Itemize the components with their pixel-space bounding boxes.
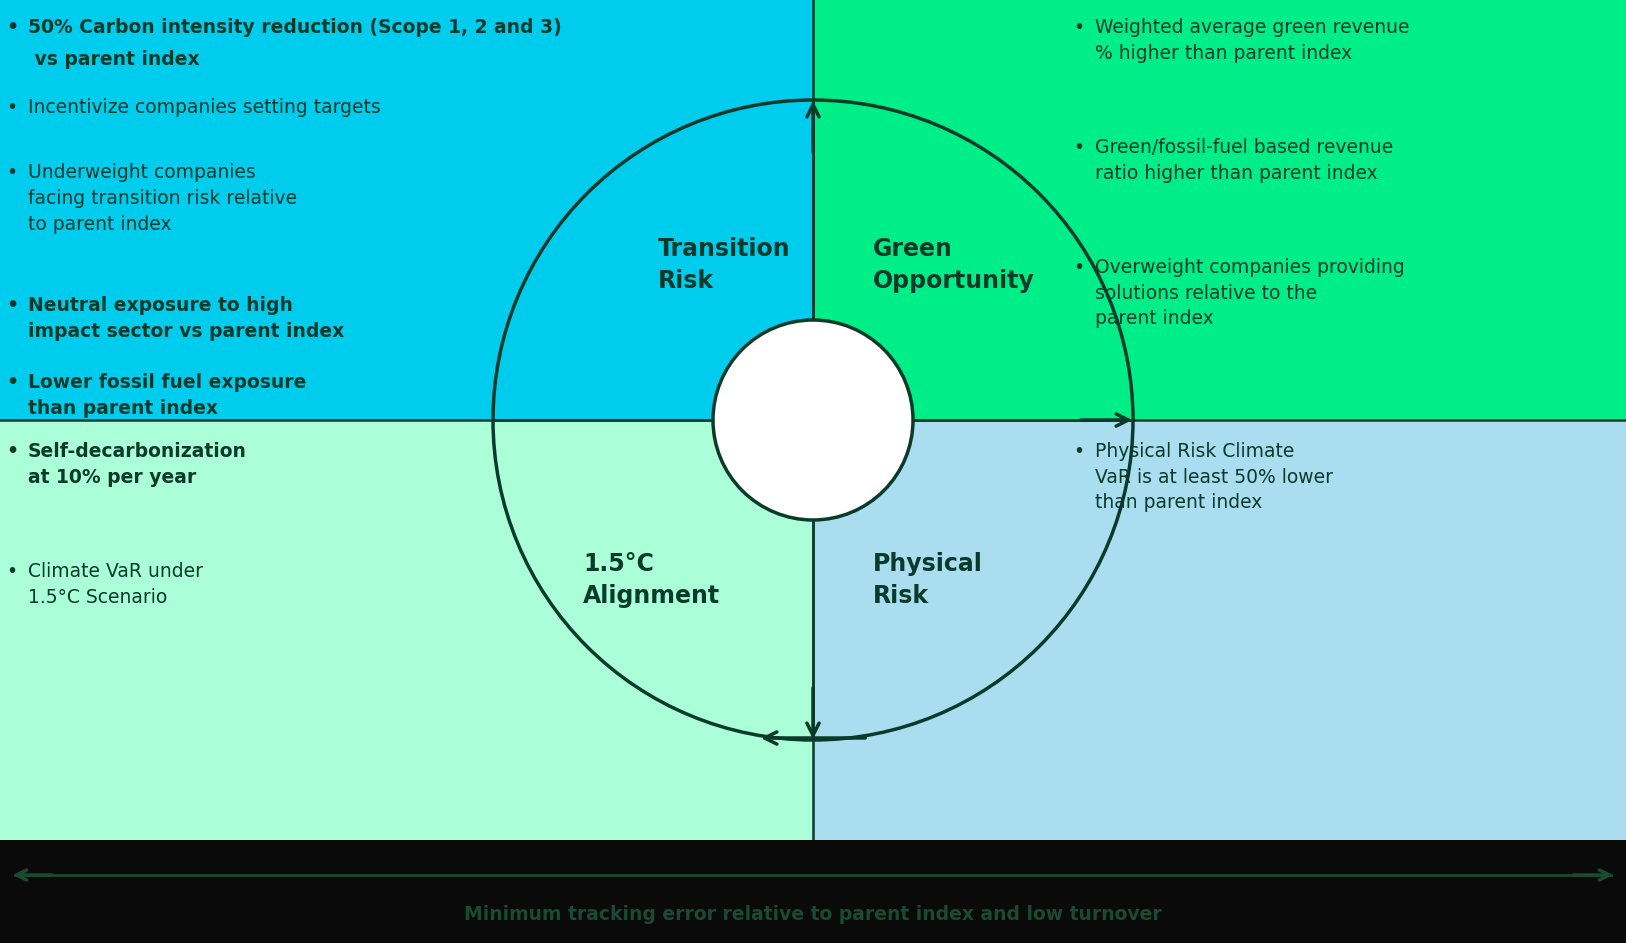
Text: •: • — [1073, 18, 1085, 37]
Wedge shape — [493, 100, 813, 420]
Text: •: • — [7, 163, 18, 182]
Text: Climate VaR under
1.5°C Scenario: Climate VaR under 1.5°C Scenario — [28, 562, 203, 606]
Text: Green
Opportunity: Green Opportunity — [873, 238, 1034, 292]
Text: Self-decarbonization
at 10% per year: Self-decarbonization at 10% per year — [28, 442, 247, 487]
Text: Physical Risk Climate
VaR is at least 50% lower
than parent index: Physical Risk Climate VaR is at least 50… — [1094, 442, 1333, 512]
Bar — [0, 0, 813, 420]
Text: •: • — [1073, 138, 1085, 157]
Text: •: • — [7, 373, 18, 392]
Text: Overweight companies providing
solutions relative to the
parent index: Overweight companies providing solutions… — [1094, 258, 1405, 328]
Text: vs parent index: vs parent index — [28, 50, 200, 69]
Text: Neutral exposure to high
impact sector vs parent index: Neutral exposure to high impact sector v… — [28, 296, 345, 340]
Text: Minimum tracking error relative to parent index and low turnover: Minimum tracking error relative to paren… — [463, 905, 1163, 924]
Text: •: • — [7, 442, 18, 461]
Text: •: • — [7, 296, 18, 315]
Circle shape — [712, 320, 914, 520]
Text: Underweight companies
facing transition risk relative
to parent index: Underweight companies facing transition … — [28, 163, 298, 234]
Text: Green/fossil-fuel based revenue
ratio higher than parent index: Green/fossil-fuel based revenue ratio hi… — [1094, 138, 1393, 183]
Bar — [813, 0, 1626, 420]
Wedge shape — [813, 100, 1133, 420]
Text: Lower fossil fuel exposure
than parent index: Lower fossil fuel exposure than parent i… — [28, 373, 306, 418]
Text: Weighted average green revenue
% higher than parent index: Weighted average green revenue % higher … — [1094, 18, 1410, 63]
Text: Incentivize companies setting targets: Incentivize companies setting targets — [28, 98, 380, 117]
Bar — [813, 420, 1626, 840]
Text: •: • — [7, 18, 18, 37]
Text: •: • — [1073, 442, 1085, 461]
Text: •: • — [7, 98, 18, 117]
Wedge shape — [813, 420, 1133, 740]
Text: Physical
Risk: Physical Risk — [873, 553, 982, 608]
Bar — [0, 420, 813, 840]
Text: 50% Carbon intensity reduction (Scope 1, 2 and 3): 50% Carbon intensity reduction (Scope 1,… — [28, 18, 561, 37]
Text: 1.5°C
Alignment: 1.5°C Alignment — [584, 553, 720, 608]
Wedge shape — [493, 420, 813, 740]
Text: •: • — [1073, 258, 1085, 277]
Text: •: • — [7, 562, 18, 581]
Text: Transition
Risk: Transition Risk — [659, 238, 790, 292]
